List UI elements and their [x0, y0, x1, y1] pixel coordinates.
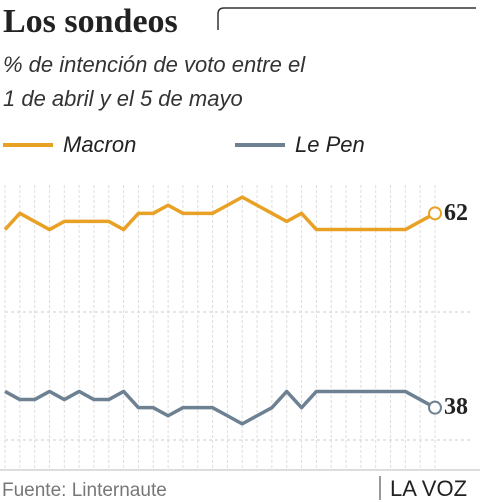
- source: Fuente: Linternaute: [2, 480, 167, 501]
- title-rule: [217, 7, 476, 30]
- legend-label: Le Pen: [295, 132, 365, 157]
- end-label: 38: [444, 394, 468, 420]
- line: [4, 389, 436, 426]
- end-marker: [428, 400, 442, 415]
- end-label: 62: [444, 200, 468, 226]
- legend-label: Macron: [63, 132, 136, 157]
- brand: LA VOZ: [390, 476, 467, 501]
- chart-title: Los sondeos: [3, 3, 178, 40]
- end-marker: [428, 206, 442, 221]
- line: [3, 195, 436, 232]
- subtitle: 1 de abril y el 5 de mayo: [3, 86, 243, 111]
- subtitle: % de intención de voto entre el: [3, 52, 306, 77]
